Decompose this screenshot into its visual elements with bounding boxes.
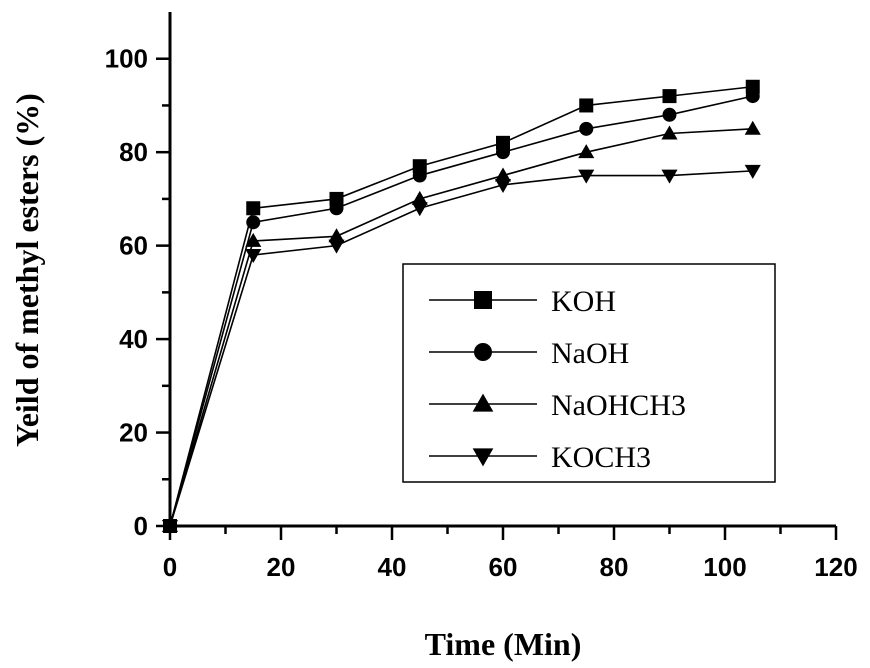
marker-circle: [745, 89, 760, 104]
x-tick-label: 80: [600, 552, 629, 582]
marker-circle: [329, 201, 344, 216]
marker-triangle-up: [494, 167, 512, 182]
axes: 0 20 40 60 80 100 120 0 20 40 60 80 100: [105, 12, 858, 582]
y-tick-label: 60: [119, 231, 148, 261]
marker-circle: [579, 121, 594, 136]
marker-triangle-up: [411, 190, 428, 205]
legend-label: NaOH: [551, 337, 629, 370]
legend-item: NaOH: [429, 337, 629, 370]
legend-label: KOCH3: [551, 441, 651, 474]
legend-item: KOCH3: [429, 441, 651, 474]
x-tick-label: 0: [163, 552, 177, 582]
series-koch3: [161, 164, 761, 535]
y-tick-label: 40: [119, 324, 148, 354]
x-tick-label: 120: [814, 552, 857, 582]
legend-item: NaOHCH3: [429, 389, 686, 422]
marker-triangle-down: [661, 169, 678, 184]
marker-square: [662, 89, 677, 104]
marker-triangle-down: [494, 178, 512, 193]
marker-triangle-up: [472, 393, 494, 412]
y-tick-label: 100: [105, 44, 148, 74]
series-line: [169, 85, 753, 527]
x-axis-label: Time (Min): [425, 626, 582, 662]
legend: KOH NaOH NaOHCH3 KOCH3: [402, 263, 776, 483]
marker-triangle-down: [411, 202, 428, 217]
marker-square: [246, 201, 261, 216]
x-tick-label: 60: [489, 552, 518, 582]
marker-triangle-up: [578, 144, 595, 159]
series-line: [169, 95, 753, 527]
marker-triangle-down: [328, 239, 345, 254]
series-line: [169, 170, 753, 527]
series-layer: [161, 79, 761, 535]
marker-circle: [412, 168, 427, 183]
marker-circle: [662, 107, 677, 122]
marker-square: [474, 291, 492, 309]
marker-triangle-up: [245, 232, 262, 247]
marker-triangle-up: [328, 228, 345, 243]
x-tick-label: 20: [267, 552, 296, 582]
marker-triangle-down: [744, 164, 761, 179]
y-tick-label: 80: [119, 137, 148, 167]
x-tick-label: 100: [703, 552, 746, 582]
series-line: [169, 128, 753, 527]
marker-triangle-down: [472, 448, 494, 467]
y-tick-label: 20: [119, 418, 148, 448]
y-tick-label: 0: [134, 511, 148, 541]
marker-triangle-down: [161, 520, 179, 535]
marker-triangle-up: [661, 125, 678, 140]
marker-triangle-down: [245, 249, 262, 264]
marker-square: [579, 98, 594, 113]
legend-label: KOH: [551, 285, 616, 318]
marker-circle: [474, 343, 492, 361]
series-naoh: [163, 89, 760, 533]
marker-triangle-down: [578, 169, 595, 184]
marker-triangle-up: [744, 120, 761, 135]
legend-item: KOH: [429, 285, 616, 318]
y-axis-label: Yeild of methyl esters (%): [9, 93, 45, 447]
marker-circle: [246, 215, 261, 230]
marker-circle: [496, 145, 510, 160]
x-tick-label: 40: [378, 552, 407, 582]
legend-label: NaOHCH3: [551, 389, 686, 422]
